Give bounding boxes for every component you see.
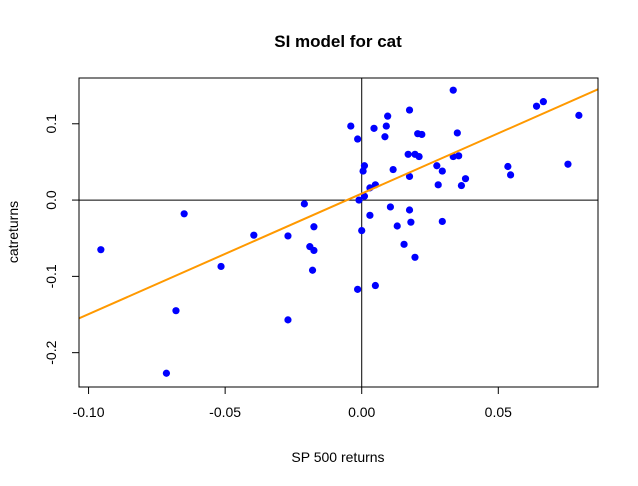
data-point-30 [389, 165, 397, 174]
data-point-33 [404, 150, 412, 158]
data-point-51 [457, 181, 466, 190]
data-point-17 [358, 226, 366, 235]
data-point-25 [371, 281, 379, 290]
data-point-18 [360, 192, 369, 200]
data-point-4 [217, 262, 225, 271]
data-point-49 [453, 129, 461, 137]
data-point-13 [347, 122, 355, 130]
data-point-26 [381, 133, 389, 141]
chart-title: SI model for cat [274, 32, 402, 51]
plot-area [79, 78, 598, 387]
regression-line [79, 88, 598, 320]
data-point-39 [411, 253, 419, 261]
data-point-58 [575, 111, 583, 119]
data-point-6 [284, 232, 292, 240]
data-point-28 [384, 112, 392, 120]
y-tick-label-0: -0.2 [43, 340, 59, 364]
data-point-44 [434, 181, 442, 189]
data-point-37 [407, 218, 415, 226]
y-tick-label-3: 0.1 [43, 114, 59, 134]
x-tick-label-2: 0.00 [348, 404, 375, 420]
data-point-45 [438, 167, 446, 175]
y-tick-label-1: -0.1 [43, 264, 59, 288]
data-point-32 [400, 240, 408, 248]
data-point-42 [418, 130, 426, 139]
x-tick-label-1: -0.05 [209, 404, 241, 420]
data-point-31 [393, 222, 401, 230]
data-point-50 [455, 152, 463, 160]
x-axis: -0.10 -0.05 0.00 0.05 [73, 386, 512, 420]
data-point-48 [449, 86, 457, 94]
plot-inner [79, 78, 598, 387]
data-point-3 [180, 210, 188, 218]
data-point-11 [310, 246, 318, 255]
data-point-20 [360, 162, 369, 170]
data-point-15 [354, 285, 362, 293]
data-point-5 [250, 231, 258, 239]
y-axis: -0.2 -0.1 0.0 0.1 [43, 114, 80, 365]
data-point-53 [504, 162, 512, 171]
data-point-10 [308, 266, 317, 274]
data-point-0 [97, 246, 105, 254]
data-point-23 [370, 124, 378, 132]
data-point-56 [539, 98, 547, 106]
data-point-7 [284, 316, 292, 324]
data-point-57 [564, 160, 572, 168]
data-point-41 [415, 152, 423, 161]
data-point-35 [405, 206, 414, 214]
x-tick-label-0: -0.10 [73, 404, 105, 420]
data-point-14 [354, 135, 362, 143]
data-point-36 [405, 106, 414, 114]
y-tick-label-2: 0.0 [43, 190, 59, 210]
data-point-27 [382, 122, 390, 130]
data-point-55 [532, 102, 541, 110]
data-point-12 [310, 223, 318, 231]
data-point-54 [506, 171, 515, 179]
data-point-29 [386, 203, 394, 211]
y-axis-label: catreturns [5, 201, 21, 263]
x-axis-label: SP 500 returns [291, 449, 384, 465]
data-point-16 [355, 196, 363, 204]
data-point-2 [172, 307, 180, 315]
data-point-8 [300, 200, 308, 208]
data-point-21 [366, 211, 374, 219]
data-point-1 [162, 369, 171, 377]
data-point-46 [438, 217, 446, 226]
data-point-43 [433, 162, 441, 170]
data-point-52 [461, 175, 470, 183]
x-tick-label-3: 0.05 [485, 404, 512, 420]
data-point-34 [405, 172, 414, 181]
